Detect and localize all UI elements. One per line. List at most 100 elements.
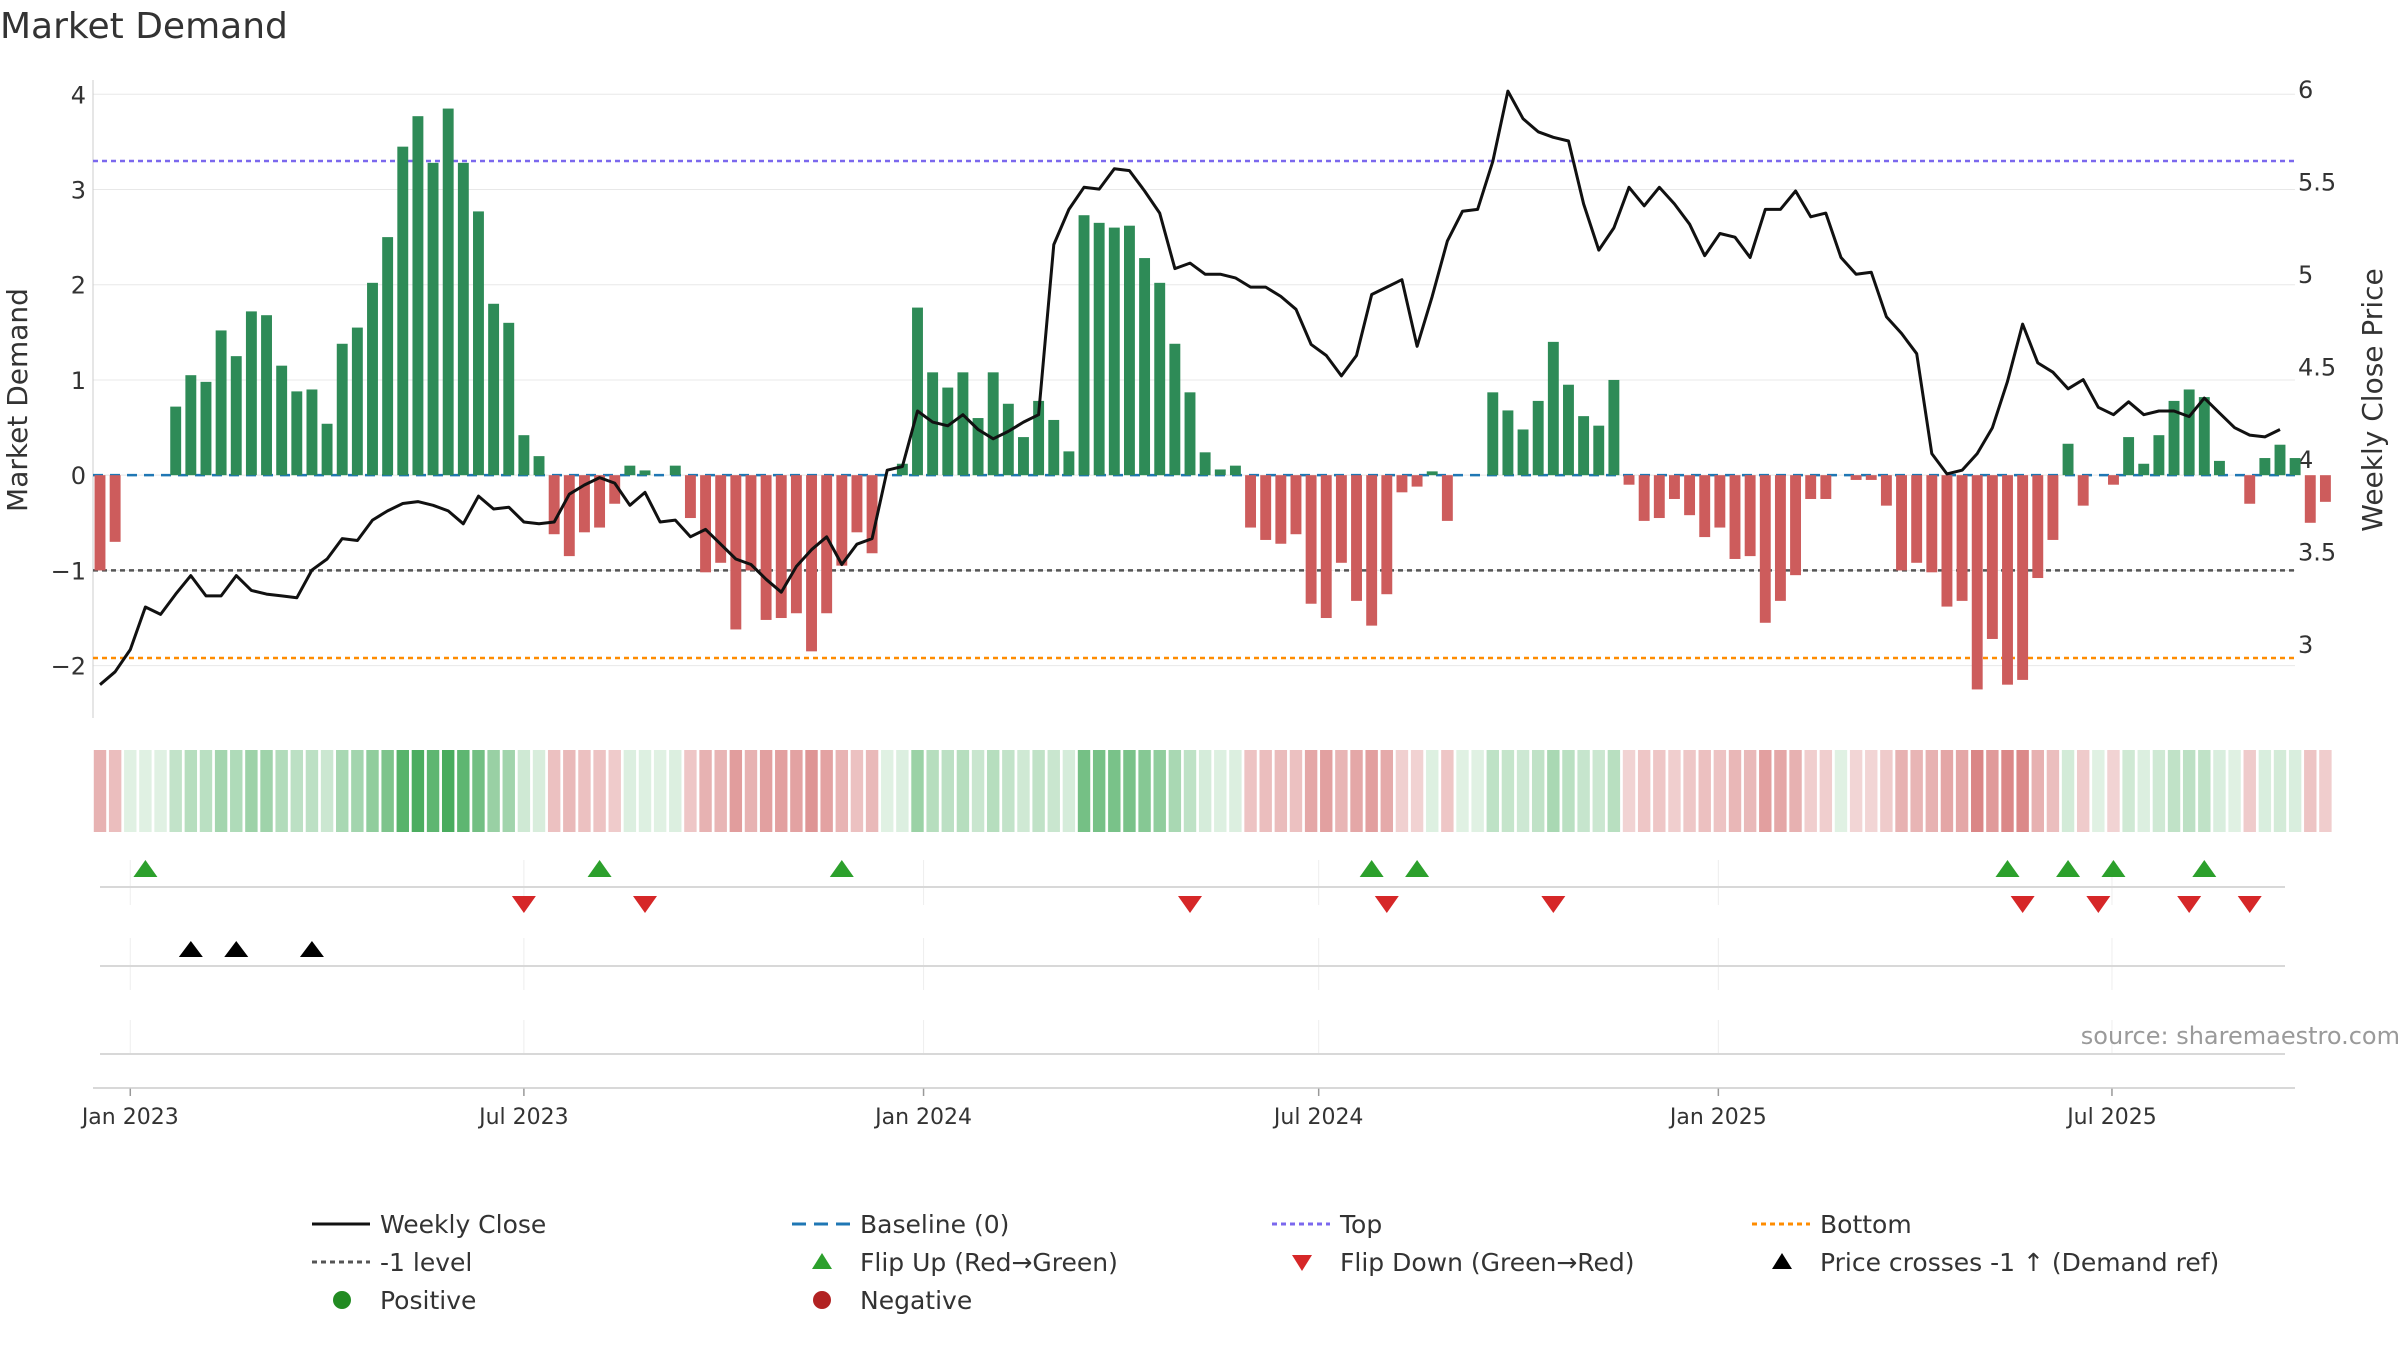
heat-cell xyxy=(184,750,198,832)
triangle-up-icon xyxy=(1740,1243,1810,1281)
heat-cell xyxy=(547,750,561,832)
flip-down-marker xyxy=(1541,896,1566,913)
negative-bar xyxy=(1638,475,1650,521)
heat-cell xyxy=(275,750,288,832)
heat-cell xyxy=(578,750,591,832)
negative-bar xyxy=(2002,475,2013,685)
triangle-up-icon xyxy=(780,1243,850,1281)
heat-cell xyxy=(1289,750,1303,832)
y-tick-left: 1 xyxy=(71,367,86,395)
positive-bar xyxy=(1487,392,1499,476)
heat-cell xyxy=(911,750,924,832)
heat-cell xyxy=(1350,750,1363,832)
heat-cell xyxy=(2031,750,2044,832)
heat-cell xyxy=(1607,750,1621,832)
positive-bar xyxy=(2213,460,2225,476)
negative-bar xyxy=(1366,475,1378,626)
heat-cell xyxy=(441,750,455,832)
negative-bar xyxy=(760,475,772,620)
legend-top: Top xyxy=(1260,1205,1382,1243)
negative-bar xyxy=(821,475,833,614)
positive-bar xyxy=(533,456,545,476)
negative-bar xyxy=(745,475,757,571)
positive-bar xyxy=(503,322,515,476)
positive-bar xyxy=(927,372,939,476)
heat-cell xyxy=(517,750,531,832)
positive-bar xyxy=(1199,452,1211,476)
heat-cell xyxy=(2107,750,2120,832)
heat-cell xyxy=(472,750,485,832)
heat-cell xyxy=(1592,750,1605,832)
heat-cell xyxy=(1426,750,1439,832)
negative-bar xyxy=(2032,475,2044,579)
positive-bar xyxy=(1184,392,1196,476)
flip-up-marker xyxy=(1405,860,1430,877)
heat-cell xyxy=(426,750,440,832)
heat-cell xyxy=(2258,750,2272,832)
x-tick-labels: Jan 2023 Jul 2023 Jan 2024 Jul 2024 Jan 2025… xyxy=(80,1087,2295,1130)
positive-bar xyxy=(230,356,242,476)
legend-positive: Positive xyxy=(300,1281,476,1319)
negative-bar xyxy=(715,475,727,563)
flip-down-marker xyxy=(633,896,657,913)
y-tick-right: 6 xyxy=(2298,76,2313,104)
heat-cell xyxy=(881,750,894,832)
positive-bar xyxy=(2123,437,2135,476)
heat-cell xyxy=(230,750,243,832)
negative-bar xyxy=(1926,475,1938,573)
negative-bar xyxy=(806,475,817,652)
x-tick-label: Jan 2023 xyxy=(80,1105,179,1130)
heat-cell xyxy=(2167,750,2181,832)
negative-bar xyxy=(1684,475,1696,516)
negative-bar xyxy=(730,475,742,630)
positive-bar xyxy=(397,146,409,476)
negative-bar xyxy=(775,475,787,619)
negative-bar xyxy=(836,475,848,566)
flip-up-marker xyxy=(2056,860,2081,877)
heat-cell xyxy=(1940,750,1954,832)
positive-bar xyxy=(1033,400,1045,476)
heat-cell xyxy=(2198,750,2211,832)
negative-bar xyxy=(1820,475,1832,499)
heat-cell xyxy=(1304,750,1318,832)
positive-bar xyxy=(2289,458,2301,476)
y-tick-left: 3 xyxy=(71,177,86,205)
heat-cell xyxy=(1819,750,1833,832)
heat-cell xyxy=(320,750,334,832)
legend-flip-up: Flip Up (Red→Green) xyxy=(780,1243,1118,1281)
legend-label: Flip Down (Green→Red) xyxy=(1340,1247,1635,1277)
heat-cell xyxy=(759,750,773,832)
heat-cell xyxy=(2228,750,2241,832)
heat-cell xyxy=(1441,750,1454,832)
heat-cell xyxy=(411,750,425,832)
heat-cell xyxy=(729,750,743,832)
flip-down-marker xyxy=(2177,896,2202,913)
negative-bar xyxy=(2047,475,2059,540)
negative-bar xyxy=(1956,475,1968,601)
positive-bar xyxy=(2183,389,2195,476)
negative-bar xyxy=(594,475,606,528)
heat-cell xyxy=(1698,750,1711,832)
price-cross-marker xyxy=(178,941,203,957)
y-tick-right: 5 xyxy=(2298,261,2313,289)
dashed-line-icon xyxy=(780,1205,852,1243)
positive-bar xyxy=(261,315,272,476)
legend-label: Top xyxy=(1340,1209,1383,1239)
positive-bar xyxy=(457,162,469,476)
negative-bar xyxy=(790,475,802,614)
heat-cell xyxy=(2016,750,2029,832)
negative-bar xyxy=(1320,475,1332,619)
legend: Weekly Close Baseline (0) Top Bottom -1 … xyxy=(300,1205,2250,1325)
negative-bar xyxy=(1986,475,1998,639)
positive-bar xyxy=(2168,400,2180,476)
heat-cell xyxy=(1668,750,1681,832)
heat-cell xyxy=(199,750,213,832)
heat-cell xyxy=(108,750,122,832)
y-axis-label-right: Weekly Close Price xyxy=(2356,268,2389,531)
negative-bar xyxy=(1774,475,1786,601)
flip-markers-panel xyxy=(100,860,2285,913)
heat-cell xyxy=(502,750,515,832)
y-tick-right: 3.5 xyxy=(2298,539,2336,567)
heat-cell xyxy=(1198,750,1212,832)
heat-cell xyxy=(941,750,954,832)
